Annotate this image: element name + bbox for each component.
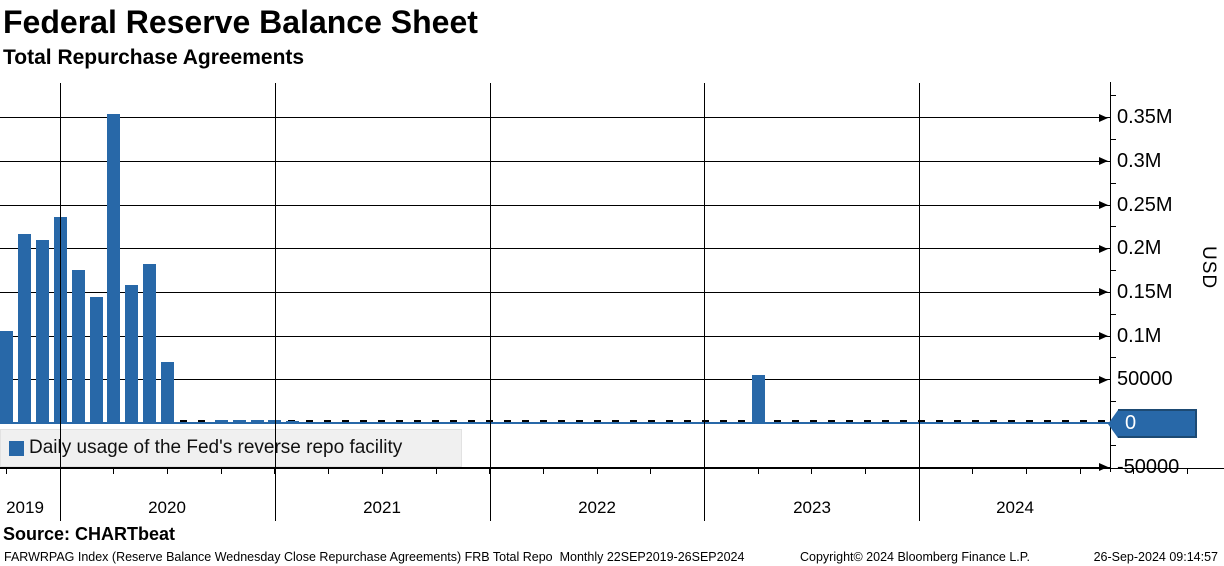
y-gridline-arrow-icon	[1099, 157, 1108, 166]
bar[interactable]	[232, 419, 246, 423]
x-quarter-tick	[435, 469, 437, 474]
bar[interactable]	[178, 421, 192, 423]
bar[interactable]	[125, 284, 139, 423]
bar[interactable]	[214, 419, 228, 423]
y-tick-label: 0.15M	[1117, 280, 1173, 303]
last-value-label: 0	[1118, 409, 1197, 438]
y-tick-label: 50000	[1117, 368, 1173, 391]
bar[interactable]	[143, 263, 157, 423]
y-tick-label: 0.1M	[1117, 324, 1162, 347]
right-axis-line	[1110, 82, 1111, 472]
legend[interactable]: Daily usage of the Fed's reverse repo fa…	[0, 429, 462, 467]
x-quarter-tick	[113, 469, 115, 474]
y-tick-label: 0.2M	[1117, 237, 1162, 260]
last-value-badge: 0	[1108, 409, 1197, 438]
bar[interactable]	[71, 270, 85, 423]
footer-copyright: Copyright© 2024 Bloomberg Finance L.P.	[800, 550, 1030, 564]
y-gridline-arrow-icon	[1099, 201, 1108, 209]
x-year-label: 2020	[148, 498, 186, 517]
last-value-arrow-icon	[1108, 409, 1118, 438]
year-gridline	[704, 83, 706, 521]
y-tick-label: -50000	[1117, 455, 1180, 478]
y-gridline	[0, 204, 1110, 206]
bottom-axis-line	[0, 468, 1224, 469]
y-gridline	[0, 379, 1110, 381]
y-minor-tick	[1110, 313, 1116, 315]
x-year-label: 2023	[793, 498, 831, 517]
y-gridline	[0, 291, 1110, 293]
y-minor-tick	[1110, 182, 1116, 184]
y-tick-label: 0.3M	[1117, 149, 1162, 172]
legend-swatch-icon	[9, 440, 24, 456]
x-quarter-tick	[381, 469, 383, 474]
y-gridline	[0, 160, 1110, 162]
year-gridline	[274, 83, 276, 521]
bar[interactable]	[89, 297, 103, 423]
y-axis-title: USD	[1198, 246, 1219, 290]
x-quarter-tick	[650, 469, 652, 474]
page-title: Federal Reserve Balance Sheet	[3, 4, 478, 40]
x-quarter-tick	[1133, 469, 1135, 474]
y-tick-label: 0.25M	[1117, 193, 1173, 216]
y-gridline	[0, 466, 1110, 468]
x-quarter-tick	[757, 469, 759, 474]
source-label: Source: CHARTbeat	[3, 524, 176, 544]
bar[interactable]	[35, 240, 49, 423]
y-minor-tick	[1110, 357, 1116, 359]
x-quarter-tick	[220, 469, 222, 474]
zero-value-line	[0, 422, 1110, 424]
bar[interactable]	[17, 234, 31, 423]
x-quarter-tick	[811, 469, 813, 474]
bar[interactable]	[250, 419, 264, 423]
year-gridline	[919, 83, 920, 521]
x-quarter-tick	[1187, 469, 1189, 474]
footer-timestamp: 26-Sep-2024 09:14:57	[1093, 550, 1218, 564]
x-quarter-tick	[542, 469, 544, 474]
year-gridline	[489, 83, 491, 521]
y-minor-tick	[1110, 270, 1116, 271]
legend-label: Daily usage of the Fed's reverse repo fa…	[29, 437, 403, 458]
y-minor-tick	[1110, 95, 1116, 97]
bar[interactable]	[0, 331, 13, 423]
y-gridline	[0, 335, 1110, 337]
bar[interactable]	[107, 113, 121, 423]
y-gridline	[0, 248, 1110, 250]
x-year-label: 2019	[6, 498, 44, 517]
y-gridline-arrow-icon	[1099, 375, 1108, 384]
x-quarter-tick	[596, 469, 598, 474]
x-quarter-tick	[6, 469, 7, 474]
footer-ticker-info: FARWRPAG Index (Reserve Balance Wednesda…	[4, 550, 745, 564]
y-minor-tick	[1110, 444, 1116, 446]
x-year-label: 2022	[578, 498, 616, 517]
page-subtitle: Total Repurchase Agreements	[3, 46, 305, 69]
y-tick-label: 0.35M	[1117, 106, 1173, 129]
x-quarter-tick	[865, 469, 866, 474]
y-minor-tick	[1110, 139, 1116, 140]
y-minor-tick	[1110, 401, 1116, 402]
y-minor-tick	[1110, 226, 1116, 228]
zero-gridline-dashes	[0, 420, 1110, 422]
x-quarter-tick	[1079, 469, 1081, 474]
x-quarter-tick	[328, 469, 330, 474]
y-gridline	[0, 117, 1110, 119]
bar[interactable]	[161, 361, 175, 423]
y-gridline-arrow-icon	[1099, 463, 1108, 471]
y-gridline-arrow-icon	[1099, 288, 1108, 297]
x-quarter-tick	[167, 469, 169, 474]
year-gridline	[60, 83, 61, 521]
x-quarter-tick	[1026, 469, 1028, 474]
y-gridline-arrow-icon	[1099, 244, 1108, 253]
x-year-label: 2024	[996, 498, 1034, 517]
bar[interactable]	[751, 374, 765, 423]
y-gridline-arrow-icon	[1099, 332, 1108, 340]
x-quarter-tick	[972, 469, 974, 474]
bar[interactable]	[196, 421, 210, 423]
x-year-label: 2021	[363, 498, 401, 517]
y-gridline-arrow-icon	[1099, 113, 1108, 122]
bar[interactable]	[286, 420, 300, 423]
